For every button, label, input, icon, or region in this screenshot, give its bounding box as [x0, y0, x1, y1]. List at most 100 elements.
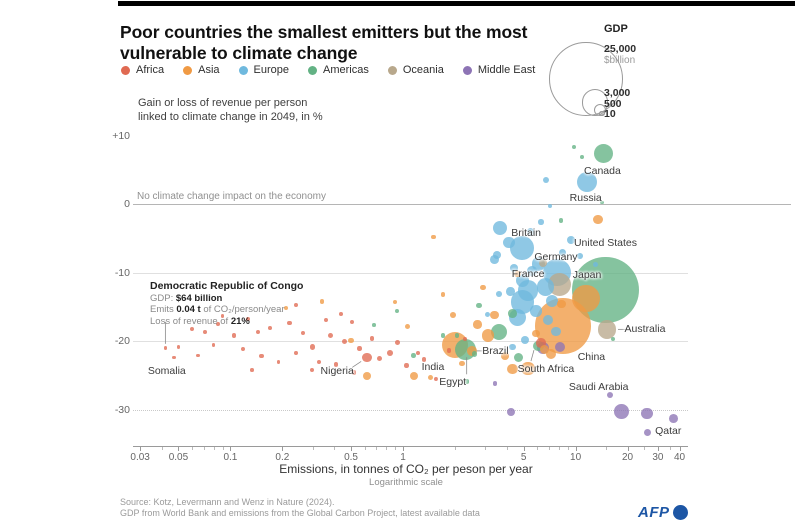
x-tick-label-40: 40	[673, 452, 686, 463]
x-tick-label-0.03: 0.03	[130, 452, 150, 463]
x-minor-tick	[213, 447, 215, 450]
bubble-saudi-arabia	[614, 404, 630, 419]
legend-item-middle_east: Middle East	[462, 64, 535, 76]
bubble	[255, 329, 260, 335]
legend-label-europe: Europe	[253, 64, 290, 76]
bubble	[490, 323, 508, 341]
bubble	[521, 336, 530, 345]
legend-dot-africa	[121, 65, 130, 75]
bubble	[348, 337, 354, 343]
bubble	[485, 311, 491, 317]
bubble	[190, 326, 195, 331]
legend-dot-oceania	[387, 65, 397, 75]
bubble	[532, 329, 540, 338]
country-label-france: France	[511, 267, 545, 280]
bubble	[577, 253, 583, 259]
country-label-qatar: Qatar	[655, 425, 682, 438]
bubble-canada	[593, 143, 614, 163]
x-tick-40	[679, 447, 681, 451]
x-tick-0.2	[282, 447, 284, 451]
legend-dot-europe	[238, 65, 248, 75]
y-tick-label--20: -20	[114, 335, 130, 347]
x-minor-tick	[312, 447, 314, 450]
bubble	[287, 320, 292, 326]
legend-label-africa: Africa	[136, 64, 165, 76]
bubble	[250, 368, 254, 372]
country-label-canada: Canada	[584, 165, 621, 178]
bubble	[463, 336, 468, 341]
y-tick-label--30: -30	[114, 403, 130, 416]
x-minor-tick	[644, 447, 646, 450]
x-minor-tick	[548, 447, 550, 450]
bubble	[506, 287, 515, 296]
bubble	[404, 324, 410, 330]
leader-line-south-africa	[530, 349, 535, 362]
bubble	[351, 370, 357, 375]
x-tick-0.05	[178, 447, 180, 451]
legend-label-americas: Americas	[323, 64, 369, 76]
country-label-south-africa: South Africa	[517, 363, 575, 376]
bubble	[376, 356, 382, 362]
x-tick-0.03	[140, 447, 142, 451]
bubble	[394, 308, 399, 313]
bubble	[554, 342, 565, 353]
bubble	[245, 317, 250, 322]
bubble	[506, 408, 515, 417]
country-label-japan: Japan	[572, 268, 602, 281]
country-label-united-states: United States	[573, 236, 638, 249]
afp-logo: AFP	[638, 504, 688, 521]
afp-logo-text: AFP	[638, 504, 670, 521]
x-minor-tick	[506, 447, 508, 450]
x-tick-0.1	[230, 447, 232, 451]
bubble	[349, 319, 354, 324]
bubble	[316, 360, 322, 365]
country-label-britain: Britain	[511, 226, 542, 239]
size-label-25,000: 25,000	[604, 43, 637, 55]
bubble	[454, 333, 460, 338]
x-minor-tick	[334, 447, 336, 450]
x-minor-tick	[395, 447, 397, 450]
x-tick-10	[575, 447, 577, 451]
bubble	[450, 312, 456, 318]
bubble	[507, 363, 518, 375]
country-label-russia: Russia	[569, 192, 602, 205]
legend-dot-americas	[308, 65, 318, 75]
bubble	[338, 312, 343, 317]
bubble	[606, 391, 614, 399]
x-minor-tick	[537, 447, 539, 450]
bubble	[421, 357, 427, 362]
bubble	[327, 333, 333, 338]
x-minor-tick	[376, 447, 378, 450]
bubble-australia	[597, 319, 617, 339]
bubble	[216, 322, 221, 326]
x-tick-label-0.1: 0.1	[223, 452, 238, 463]
legend-item-americas: Americas	[308, 64, 369, 76]
legend-dot-asia	[183, 65, 193, 75]
zero-gridline	[133, 204, 791, 205]
bubble	[490, 255, 500, 264]
bubble-russia	[576, 171, 597, 193]
bubble	[464, 379, 470, 384]
size-circle-25,000	[548, 41, 624, 116]
bubble	[476, 302, 482, 309]
bubble	[530, 305, 542, 317]
bubble	[196, 353, 200, 358]
bubble	[567, 235, 575, 244]
bubble	[294, 303, 298, 308]
x-tick-label-0.2: 0.2	[275, 452, 290, 463]
x-tick-label-30: 30	[652, 452, 664, 463]
bubble	[459, 360, 465, 367]
country-label-china: China	[577, 350, 606, 363]
bubble	[446, 348, 452, 353]
bubble	[471, 351, 478, 357]
bubble	[415, 350, 420, 355]
bubble	[551, 326, 561, 337]
size-label-10: 10	[604, 108, 616, 120]
gridline--10	[133, 272, 688, 274]
bubble	[283, 305, 289, 311]
bubble	[542, 314, 553, 325]
bubble	[558, 218, 563, 223]
size-label-500: 500	[604, 98, 622, 110]
